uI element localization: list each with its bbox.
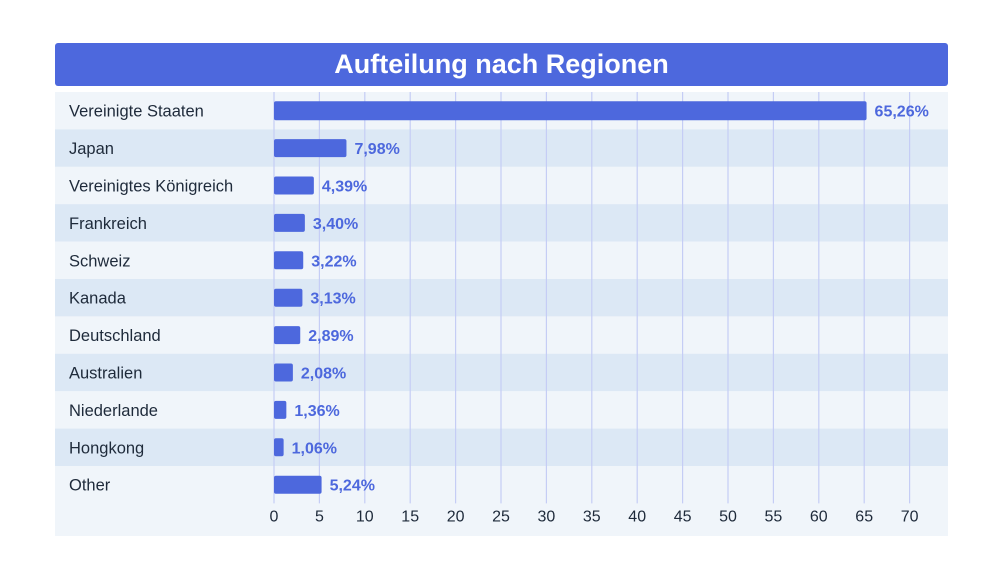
value-label: 2,89% [308,328,353,345]
x-tick-label: 40 [628,508,646,525]
bar [274,213,305,232]
bar [274,475,322,494]
bar [274,139,347,158]
x-tick-label: 55 [765,508,783,525]
category-label: Kanada [69,290,127,308]
x-tick-label: 10 [356,508,374,525]
x-tick-label: 20 [447,508,465,525]
bar [274,400,287,419]
category-label: Hongkong [69,439,144,457]
x-tick-label: 25 [492,508,510,525]
x-tick-label: 35 [583,508,601,525]
value-label: 1,06% [292,440,337,457]
value-label: 5,24% [330,478,375,495]
category-label: Japan [69,140,114,158]
x-tick-label: 50 [719,508,737,525]
category-label: Vereinigte Staaten [69,103,204,121]
value-label: 1,36% [294,403,339,420]
x-tick-label: 60 [810,508,828,525]
x-tick-label: 15 [401,508,419,525]
category-label: Other [69,477,111,495]
chart-title: Aufteilung nach Regionen [55,43,948,86]
bar [274,438,284,457]
bar [274,363,293,382]
x-tick-label: 30 [538,508,556,525]
bar [274,288,303,307]
x-tick-label: 65 [855,508,873,525]
value-label: 3,22% [311,253,356,270]
x-tick-label: 0 [270,508,279,525]
category-label: Niederlande [69,402,158,420]
chart-title-text: Aufteilung nach Regionen [334,49,669,79]
value-label: 7,98% [354,141,399,158]
category-label: Schweiz [69,252,130,270]
bar [274,176,314,195]
x-tick-label: 45 [674,508,692,525]
x-tick-label: 70 [901,508,919,525]
bar [274,101,867,121]
bar [274,326,301,345]
bar [274,251,304,270]
value-label: 4,39% [322,179,367,196]
value-label: 2,08% [301,366,346,383]
category-label: Frankreich [69,215,147,233]
value-label: 3,13% [310,291,355,308]
category-label: Vereinigtes Königreich [69,178,233,196]
chart-panel: Vereinigte Staaten 65,26% Japan 7,98% Verein… [55,92,948,536]
bar-chart: Vereinigte Staaten 65,26% Japan 7,98% Verein… [55,92,948,525]
x-tick-label: 5 [315,508,324,525]
category-label: Australien [69,365,142,383]
category-label: Deutschland [69,327,161,345]
value-label: 65,26% [875,104,929,121]
value-label: 3,40% [313,216,358,233]
